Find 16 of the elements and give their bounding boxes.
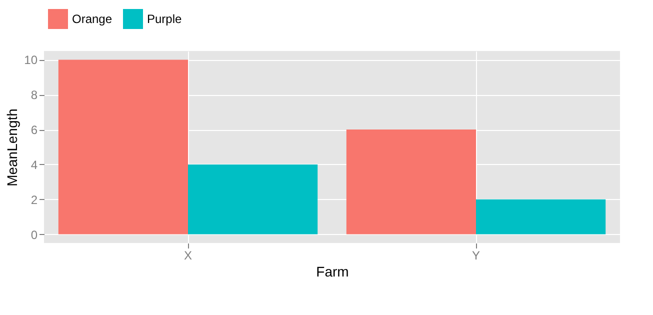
y-tick-label: 4 — [30, 158, 38, 172]
y-tick-label: 0 — [30, 228, 38, 242]
y-tick-label: 8 — [30, 88, 38, 102]
x-tick-label: X — [184, 248, 192, 262]
y-axis-title: MeanLength — [4, 108, 20, 186]
bar — [476, 199, 606, 234]
x-axis-title: Farm — [316, 264, 349, 280]
y-tick-label: 6 — [30, 123, 38, 138]
legend-label: Purple — [147, 12, 182, 26]
y-tick-label: 10 — [24, 53, 38, 68]
y-tick-label: 2 — [30, 192, 38, 207]
bar — [58, 60, 188, 234]
bar — [346, 130, 476, 234]
legend-label: Orange — [72, 12, 112, 26]
x-tick-label: Y — [472, 248, 480, 262]
bar — [188, 164, 318, 234]
